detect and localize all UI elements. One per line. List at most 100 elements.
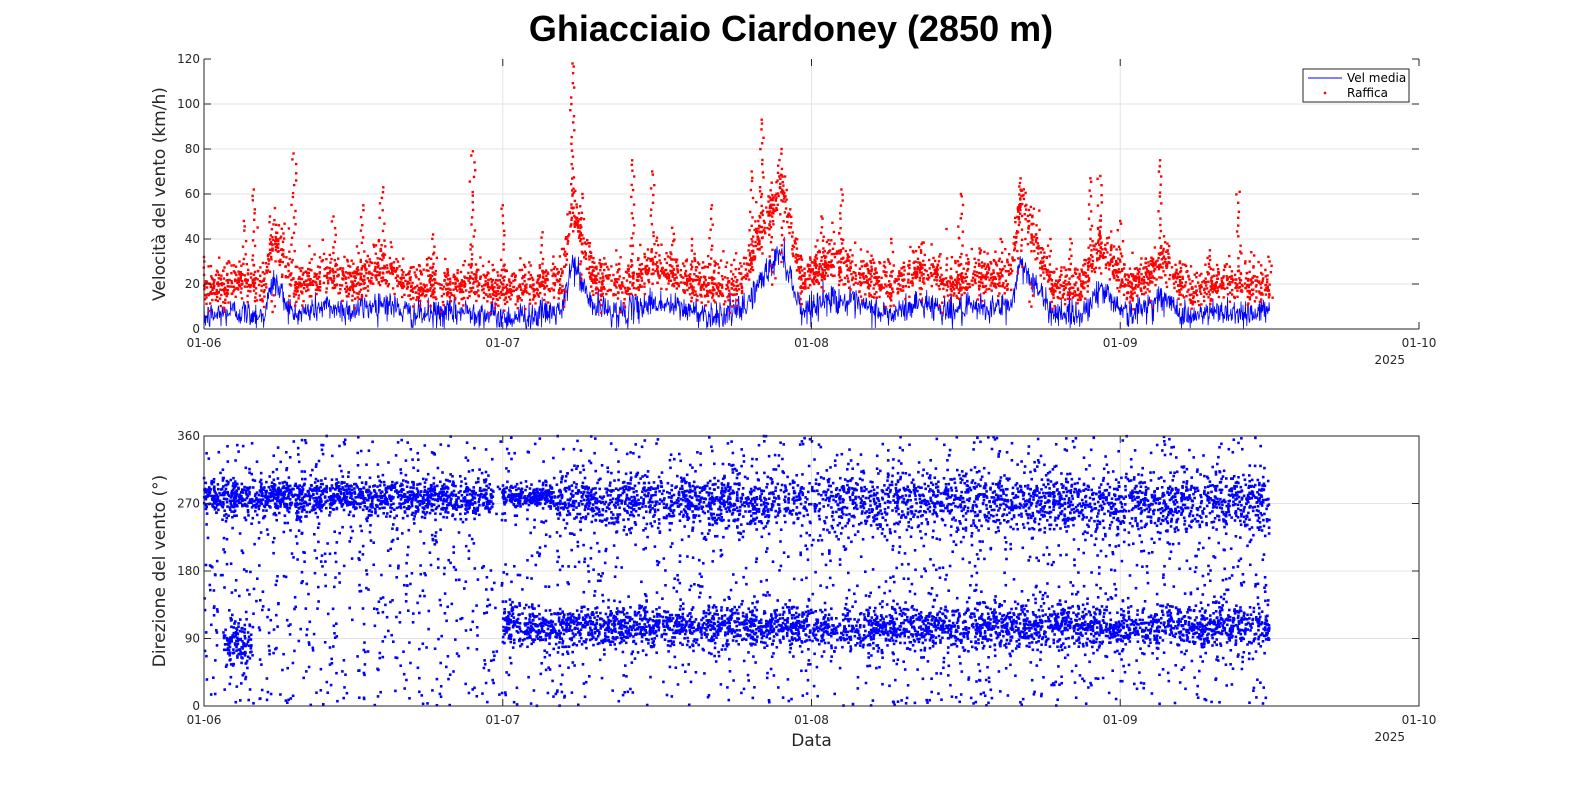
gust-point	[1154, 262, 1157, 266]
gust-point	[667, 276, 671, 280]
direction-point	[432, 482, 436, 485]
gust-point	[1014, 221, 1017, 224]
gust-point	[703, 281, 706, 284]
gust-point	[543, 298, 546, 302]
gust-point	[363, 266, 367, 269]
gust-point	[246, 285, 249, 288]
gust-peak-point	[1090, 270, 1094, 273]
gust-point	[955, 294, 958, 298]
gust-point	[394, 276, 397, 280]
gust-point	[504, 296, 507, 299]
gust-peak-point	[633, 224, 636, 227]
direction-point	[449, 499, 452, 502]
gust-peak-point	[1087, 257, 1091, 260]
gust-point	[217, 290, 220, 294]
gust-point	[429, 305, 432, 308]
gust-point	[656, 271, 660, 274]
gust-point	[666, 272, 669, 275]
gust-point	[298, 275, 301, 279]
gust-point	[529, 264, 532, 267]
gust-peak-max	[979, 249, 982, 252]
gust-point	[335, 263, 339, 267]
gust-point	[234, 271, 237, 275]
gust-point	[1165, 266, 1168, 269]
gust-peak-point	[383, 239, 386, 242]
wind-speed-panel: 01-06 01-07 01-08 01-09 01-10020406080100120…	[150, 52, 1436, 367]
gust-point	[636, 275, 639, 278]
direction-point	[325, 506, 328, 510]
gust-point	[1114, 269, 1117, 272]
gust-point	[783, 175, 787, 178]
gust-peak-point	[799, 292, 802, 295]
gust-point	[1179, 293, 1183, 296]
gust-peak-point	[472, 175, 476, 179]
gust-point	[1239, 289, 1243, 293]
gust-peak-point	[841, 199, 844, 202]
gust-point	[628, 287, 631, 290]
gust-point	[500, 268, 504, 272]
direction-point	[376, 485, 379, 488]
gust-point	[1034, 240, 1038, 243]
gust-point	[359, 288, 363, 291]
gust-point	[807, 277, 810, 281]
gust-point	[267, 262, 270, 266]
gust-point	[319, 286, 322, 289]
gust-point	[423, 284, 427, 287]
gust-point	[355, 292, 358, 295]
gust-point	[1051, 307, 1054, 310]
gust-point	[920, 242, 923, 246]
direction-point	[445, 500, 448, 503]
gust-point	[694, 269, 698, 272]
gust-point	[632, 281, 635, 285]
gust-peak-max	[780, 147, 783, 151]
gust-point	[209, 302, 212, 305]
gust-point	[1104, 266, 1108, 270]
direction-point	[329, 489, 332, 492]
direction-point	[465, 487, 468, 491]
gust-peak-point	[572, 176, 576, 179]
direction-point	[445, 498, 449, 501]
direction-point	[454, 484, 457, 488]
gust-point	[269, 251, 272, 255]
gust-point	[914, 260, 917, 263]
gust-point	[588, 245, 591, 248]
gust-point	[784, 200, 787, 203]
gust-peak-point	[353, 307, 357, 310]
gust-point	[858, 272, 861, 275]
direction-point	[229, 502, 233, 506]
gust-peak-point	[521, 291, 524, 295]
gust-point	[1058, 291, 1062, 294]
gust-peak-max	[621, 282, 624, 286]
gust-peak-point	[1237, 210, 1241, 213]
gust-point	[415, 291, 418, 294]
gust-point	[662, 270, 665, 273]
gust-point	[512, 285, 515, 289]
gust-peak-point	[573, 129, 576, 132]
gust-point	[1087, 277, 1091, 280]
gust-point	[230, 272, 233, 275]
gust-point	[928, 276, 931, 279]
gust-point	[425, 284, 428, 287]
gust-point	[274, 235, 277, 239]
gust-point	[896, 287, 899, 290]
gust-point	[1142, 282, 1145, 285]
gust-point	[1077, 293, 1081, 296]
gust-point	[287, 269, 290, 273]
gust-point	[673, 238, 676, 241]
gust-point	[968, 283, 971, 286]
gust-point	[369, 282, 372, 285]
gust-point	[391, 287, 395, 290]
gust-point	[823, 249, 826, 253]
gust-point	[584, 254, 587, 257]
gust-point	[966, 269, 969, 272]
gust-point	[643, 252, 646, 256]
gust-point	[1093, 270, 1097, 274]
direction-point	[378, 507, 381, 510]
gust-point	[1035, 236, 1039, 240]
gust-point	[275, 237, 278, 241]
gust-point	[1133, 276, 1136, 279]
gust-point	[799, 286, 803, 290]
gust-point	[758, 224, 761, 227]
gust-peak-point	[300, 283, 304, 287]
gust-point	[294, 286, 297, 289]
